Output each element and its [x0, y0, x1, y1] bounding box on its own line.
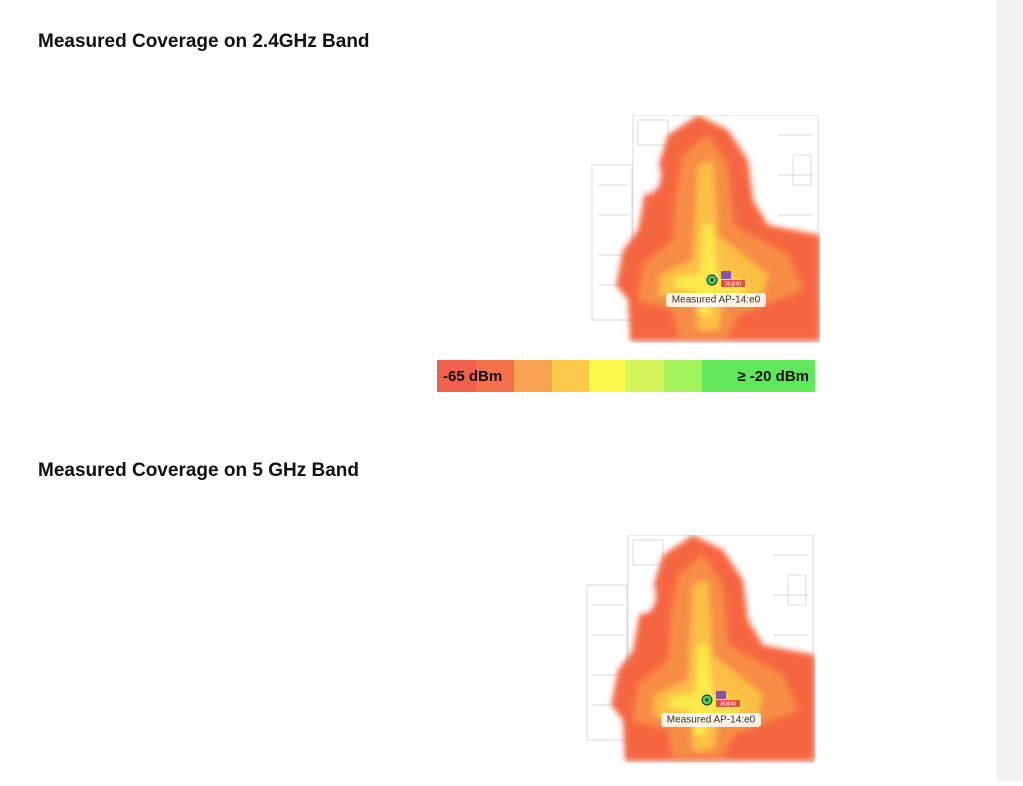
legend-swatch	[702, 360, 815, 392]
section-title: Measured Coverage on 5 GHz Band	[38, 460, 359, 481]
legend-swatch	[437, 360, 476, 392]
scrollbar[interactable]	[997, 0, 1023, 781]
legend-swatch	[626, 360, 664, 392]
ap-channel: 36@40	[720, 701, 736, 707]
ap-badge: 1	[710, 692, 713, 698]
ap-channel: 36@40	[725, 281, 741, 287]
legend-swatch	[589, 360, 626, 392]
legend-swatch	[514, 360, 552, 392]
legend-swatch	[552, 360, 589, 392]
ap-badge: 1	[715, 272, 718, 278]
coverage-map	[592, 115, 820, 341]
legend-max: ≥ -20 dBm	[737, 368, 809, 385]
legend: -65 dBm ≥ -20 dBm	[437, 360, 815, 392]
legend-swatch	[664, 360, 702, 392]
ap-label: Measured AP-14:e0	[672, 295, 761, 306]
legend-min: -65 dBm	[443, 368, 502, 385]
legend-swatch	[476, 360, 514, 392]
coverage-map	[587, 535, 815, 761]
ap-label: Measured AP-14:e0	[667, 715, 756, 726]
section-title: Measured Coverage on 2.4GHz Band	[38, 31, 370, 52]
